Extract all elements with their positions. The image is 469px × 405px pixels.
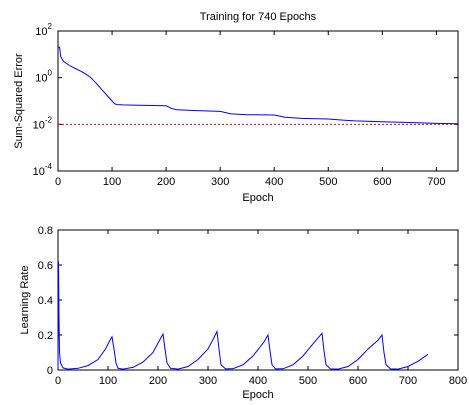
error-x-tick-label: 600 bbox=[373, 176, 391, 188]
lr-x-tick-label: 700 bbox=[399, 375, 417, 387]
error-x-tick-label: 400 bbox=[265, 176, 283, 188]
lr-series-line bbox=[57, 261, 429, 370]
lr-x-tick-label: 0 bbox=[55, 375, 61, 387]
error-x-tick-label: 200 bbox=[157, 176, 175, 188]
error-x-tick-label: 0 bbox=[55, 176, 61, 188]
error-plot-area bbox=[57, 30, 459, 172]
lr-x-tick-label: 800 bbox=[449, 375, 467, 387]
lr-x-tick-label: 500 bbox=[299, 375, 317, 387]
lr-y-tick-label: 0 bbox=[47, 365, 53, 377]
lr-x-tick-label: 400 bbox=[249, 375, 267, 387]
lr-x-tick-label: 100 bbox=[99, 375, 117, 387]
lr-x-tick-label: 600 bbox=[349, 375, 367, 387]
lr-y-tick-label: 0.8 bbox=[38, 225, 53, 237]
lr-x-tick-label: 300 bbox=[199, 375, 217, 387]
error-y-tick-label: 100 bbox=[35, 69, 52, 85]
lr-y-tick-label: 0.2 bbox=[38, 330, 53, 342]
error-x-ticks: 0 100 200 300 400 500 600 700 bbox=[55, 31, 446, 188]
error-y-tick-label: 102 bbox=[35, 22, 52, 38]
lr-y-tick-label: 0.6 bbox=[38, 260, 53, 272]
error-x-tick-label: 100 bbox=[103, 176, 121, 188]
error-y-tick-label: 10-4 bbox=[33, 162, 53, 178]
error-chart-title: Training for 740 Epochs bbox=[200, 11, 317, 23]
lr-plot-area bbox=[57, 229, 459, 371]
lr-y-ticks: 0 0.2 0.4 0.6 0.8 bbox=[38, 225, 458, 377]
error-x-tick-label: 300 bbox=[211, 176, 229, 188]
error-y-axis-label: Sum-Squared Error bbox=[13, 53, 25, 149]
lr-x-axis-label: Epoch bbox=[242, 389, 273, 401]
lr-x-tick-label: 200 bbox=[149, 375, 167, 387]
error-y-tick-label: 10-2 bbox=[33, 115, 53, 131]
error-series-line bbox=[58, 46, 459, 125]
error-x-tick-label: 500 bbox=[319, 176, 337, 188]
error-x-axis-label: Epoch bbox=[242, 192, 273, 204]
error-chart: Training for 740 Epochs 0 100 200 300 400 500… bbox=[13, 11, 459, 204]
learning-rate-chart: 0 100 200 300 400 500 600 700 800 00.20.40.60.8 … bbox=[19, 225, 467, 401]
lr-x-ticks: 0 100 200 300 400 500 600 700 800 bbox=[55, 230, 467, 387]
lr-y-axis-label: Learning Rate bbox=[19, 265, 31, 334]
lr-y-tick-label: 0.4 bbox=[38, 295, 53, 307]
error-x-tick-label: 700 bbox=[427, 176, 445, 188]
